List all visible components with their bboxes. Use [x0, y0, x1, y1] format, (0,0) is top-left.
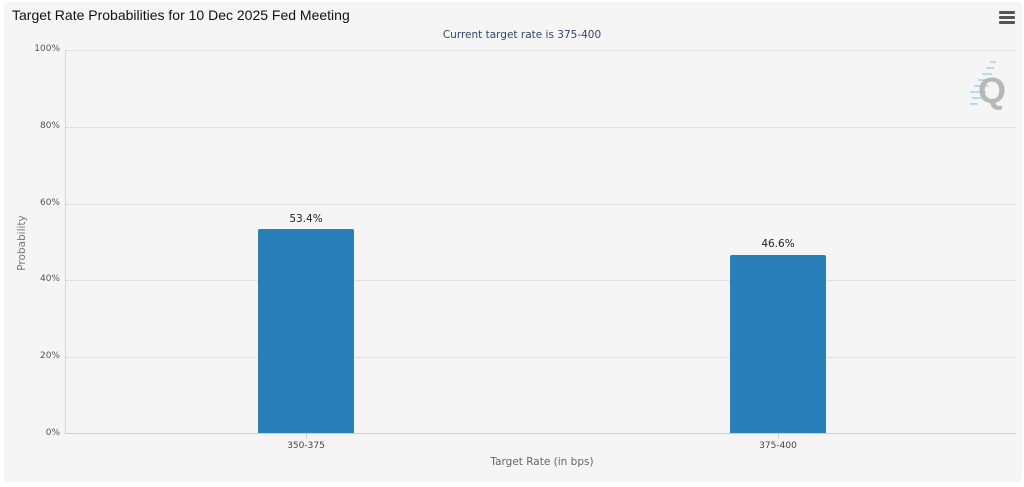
x-tick-label: 375-400 — [759, 441, 797, 451]
gridline-40 — [66, 280, 1016, 281]
bar-value-label: 53.4% — [289, 213, 323, 225]
gridline-100 — [66, 50, 1016, 51]
y-tick-label: 0% — [45, 428, 60, 438]
y-tick-label: 80% — [39, 121, 60, 131]
bar-value-label: 46.6% — [761, 238, 795, 250]
gridline-80 — [66, 127, 1016, 128]
y-tick-label: 60% — [39, 198, 60, 208]
gridline-20 — [66, 357, 1016, 358]
x-axis-title: Target Rate (in bps) — [490, 456, 594, 468]
chart-panel — [4, 2, 1022, 482]
hamburger-menu-icon[interactable] — [999, 11, 1015, 25]
svg-text:Q: Q — [978, 70, 1006, 111]
x-tick-label: 350-375 — [287, 441, 325, 451]
chart-subtitle: Current target rate is 375-400 — [442, 29, 602, 41]
y-tick-label: 40% — [39, 274, 60, 284]
x-tick-mark — [778, 434, 779, 439]
y-tick-label: 20% — [39, 351, 60, 361]
chart-title: Target Rate Probabilities for 10 Dec 202… — [12, 7, 350, 23]
quikstrike-logo-icon: Q — [970, 61, 1006, 111]
y-tick-label: 100% — [34, 44, 60, 54]
y-axis-line — [65, 50, 66, 434]
bar-350-375[interactable] — [258, 229, 354, 434]
y-axis-title: Probability — [16, 215, 28, 271]
x-tick-mark — [306, 434, 307, 439]
x-axis-line — [66, 433, 1016, 434]
bar-375-400[interactable] — [730, 255, 826, 434]
gridline-60 — [66, 204, 1016, 205]
